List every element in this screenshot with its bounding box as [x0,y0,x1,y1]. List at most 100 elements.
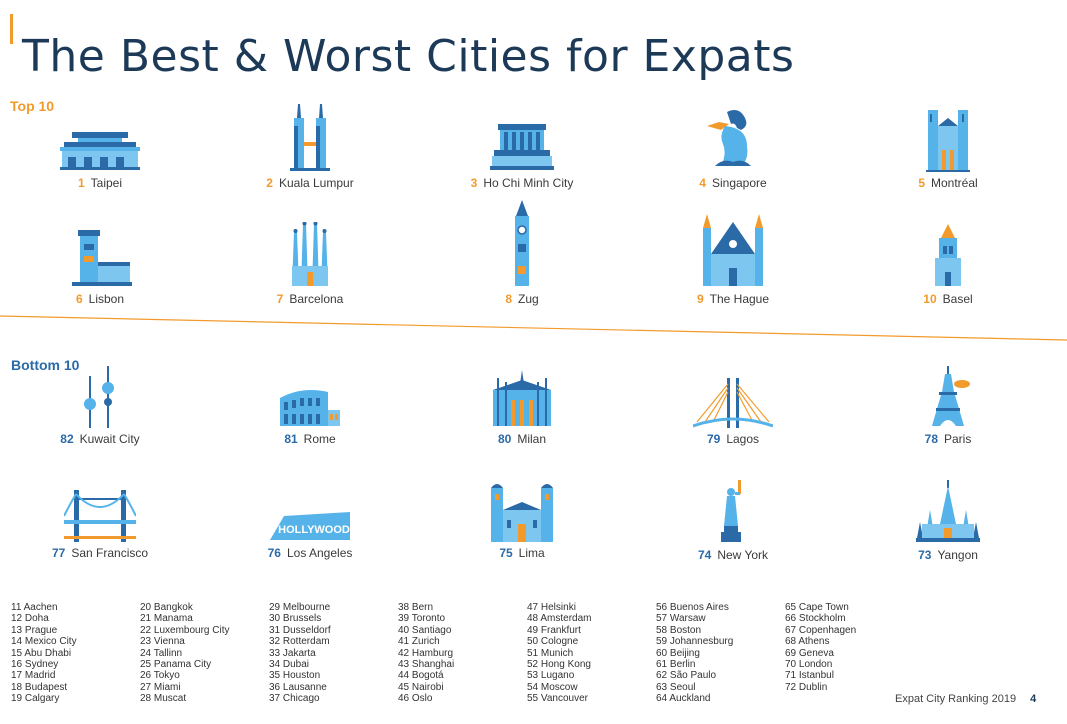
city-name: Lima [518,546,545,560]
ranking-list-column: 47 Helsinki 48 Amsterdam 49 Frankfurt 50… [527,602,591,705]
city-rank: 77 [51,546,66,560]
ranking-list-item: 22 Luxembourg City [140,624,230,636]
clock-tower-icon [515,200,529,286]
ranking-list-item: 26 Tokyo [140,670,180,682]
city-rank: 8 [505,292,512,306]
ranking-list-item: 32 Rotterdam [269,636,330,648]
ranking-list-item: 71 Istanbul [785,670,834,682]
ranking-list-item: 18 Budapest [11,681,68,693]
ranking-list-item: 44 Bogotá [398,670,444,682]
ranking-list-column: 29 Melbourne 30 Brussels 31 Dusseldorf 3… [269,602,331,705]
ranking-list-item: 12 Doha [11,613,49,625]
ranking-list-item: 38 Bern [398,602,434,613]
city-milan: 80 Milan [422,370,622,446]
city-taipei: 1 Taipei [0,128,200,190]
city-kuwait-city: 82 Kuwait City [0,366,200,446]
page-number: 4 [1030,693,1037,705]
ranking-list-item: 40 Santiago [398,624,452,636]
city-name: Montréal [931,176,978,190]
ranking-list-item: 36 Lausanne [269,681,327,693]
city-name: Kuala Lumpur [278,176,354,190]
ranking-list-item: 53 Lugano [527,670,575,682]
page-footer: Expat City Ranking 2019 4 [895,693,1036,705]
city-ho-chi-minh: 3 Ho Chi Minh City [422,122,622,190]
ranking-list-item: 19 Calgary [11,693,60,705]
colosseum-icon [280,390,340,426]
ranking-list-item: 34 Dubai [269,659,310,671]
ranking-list-item: 23 Vienna [140,636,185,648]
title-accent-bar [10,14,13,44]
ranking-list-item: 63 Seoul [656,681,696,693]
city-name: Kuwait City [79,432,140,446]
ranking-list-item: 17 Madrid [11,670,56,682]
city-name: Singapore [711,176,767,190]
binnenhof-icon [703,214,763,286]
city-basel: 10 Basel [848,224,1048,306]
bottom10-label: Bottom 10 [11,357,80,373]
city-name: Lisbon [88,292,125,306]
ranking-list-item: 54 Moscow [527,681,578,693]
ranking-list-item: 57 Warsaw [656,613,706,625]
ranking-list-column: 56 Buenos Aires 57 Warsaw 58 Boston 59 J… [656,602,733,705]
city-rank: 79 [706,432,721,446]
city-rank: 3 [470,176,478,190]
city-rank: 4 [699,176,706,190]
city-rank: 5 [918,176,925,190]
basel-tower-icon [935,224,961,286]
ranking-list-item: 61 Berlin [656,659,696,671]
ranking-list-item: 33 Jakarta [269,647,316,659]
ranking-list-item: 45 Nairobi [398,681,444,693]
ranking-list-item: 35 Houston [269,670,321,682]
ranking-list-column: 65 Cape Town 66 Stockholm 67 Copenhagen … [785,602,856,693]
ranking-list-item: 49 Frankfurt [527,624,581,636]
city-name: Rome [303,432,336,446]
taipei-landmark-icon [60,132,140,170]
city-rank: 82 [60,432,74,446]
ranking-list-column: 11 Aachen 12 Doha 13 Prague 14 Mexico Ci… [11,602,77,705]
ranking-list-item: 39 Toronto [398,613,446,625]
ranking-list-item: 14 Mexico City [11,636,77,648]
ranking-list-item: 37 Chicago [269,693,320,705]
golden-gate-bridge-icon [64,490,136,542]
ranking-list-item: 25 Panama City [140,659,212,671]
ranking-list-item: 50 Cologne [527,636,579,648]
pagoda-icon [916,480,980,542]
hollywood-sign-icon: HOLLYWOOD [270,512,350,540]
city-name: Lagos [726,432,760,446]
footer-text: Expat City Ranking 2019 [895,693,1017,705]
city-zug: 8 Zug [422,200,622,306]
city-name: The Hague [709,292,770,306]
city-san-francisco: 77 San Francisco [0,490,200,560]
ranking-list-column: 20 Bangkok 21 Manama 22 Luxembourg City … [140,602,230,705]
city-rank: 81 [284,432,298,446]
ranking-list-item: 65 Cape Town [785,602,849,613]
ranking-list-item: 43 Shanghai [398,659,455,671]
ranking-list-item: 58 Boston [656,624,702,636]
eiffel-tower-icon [932,366,970,426]
hollywood-sign-text: HOLLYWOOD [278,524,350,536]
ranking-list-item: 51 Munich [527,647,574,659]
belem-tower-icon [72,230,132,286]
top10-label: Top 10 [10,98,55,114]
city-name: Ho Chi Minh City [483,176,574,190]
city-rank: 73 [918,548,932,562]
ranking-list-item: 42 Hamburg [398,647,454,659]
ranking-list-item: 55 Vancouver [527,693,588,705]
ranking-list-item: 66 Stockholm [785,613,846,625]
lima-cathedral-icon [491,484,553,542]
city-barcelona: 7 Barcelona [210,222,410,306]
ranking-list-item: 67 Copenhagen [785,624,857,636]
city-rank: 9 [696,292,704,306]
city-lisbon: 6 Lisbon [0,224,200,306]
city-rank: 74 [697,548,712,562]
ranking-list-item: 31 Dusseldorf [269,624,331,636]
ranking-list-item: 15 Abu Dhabi [11,647,72,659]
merlion-icon [707,110,751,166]
ranking-list-item: 16 Sydney [11,659,59,671]
ranking-list-item: 72 Dublin [785,681,828,693]
city-rank: 7 [276,292,284,306]
city-name: Milan [517,432,547,446]
city-name: Basel [942,292,973,306]
statue-of-liberty-icon [721,480,741,542]
ranking-list-item: 56 Buenos Aires [656,602,729,613]
